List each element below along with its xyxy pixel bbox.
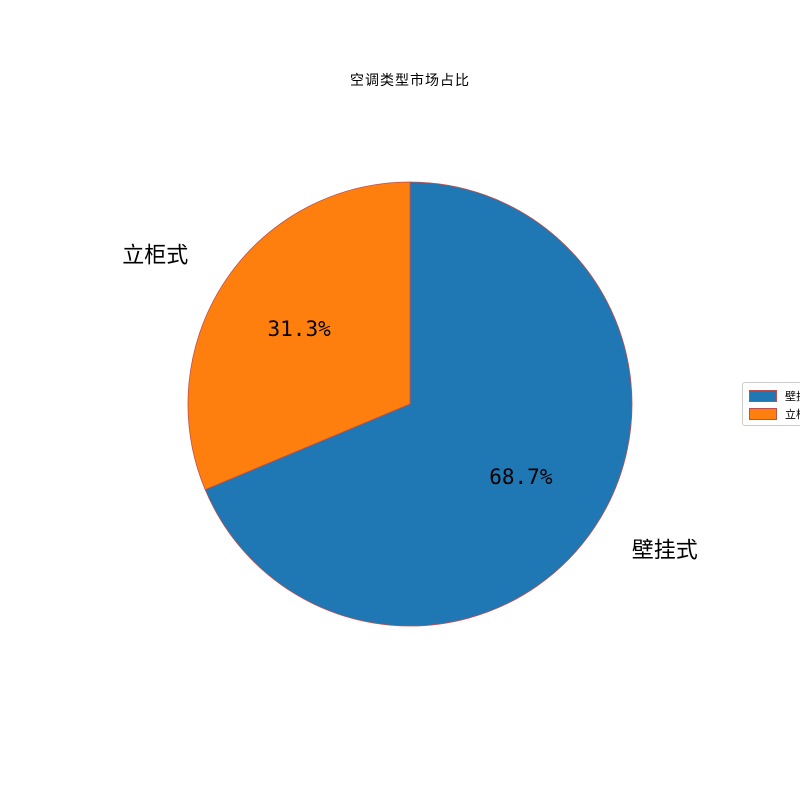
legend-item: 立柜式: [749, 407, 800, 421]
legend-label: 立柜式: [785, 408, 800, 421]
pie-slice: [204, 181, 633, 627]
slice-category-label: 壁挂式: [632, 539, 698, 564]
chart-title: 空调类型市场占比: [350, 73, 470, 89]
pie-labels: 壁挂式 68.7% 立柜式 31.3%: [122, 243, 698, 563]
slice-category-label: 立柜式: [122, 243, 188, 268]
legend: 壁挂式 立柜式: [742, 382, 800, 426]
legend-swatch: [749, 408, 777, 420]
pie-slices: [187, 181, 633, 627]
slice-percent-label: 31.3%: [268, 317, 332, 341]
legend-label: 壁挂式: [785, 390, 800, 403]
slice-percent-label: 68.7%: [489, 465, 553, 489]
legend-item: 壁挂式: [749, 389, 800, 403]
legend-swatch: [749, 390, 777, 402]
pie-slice: [187, 181, 411, 491]
